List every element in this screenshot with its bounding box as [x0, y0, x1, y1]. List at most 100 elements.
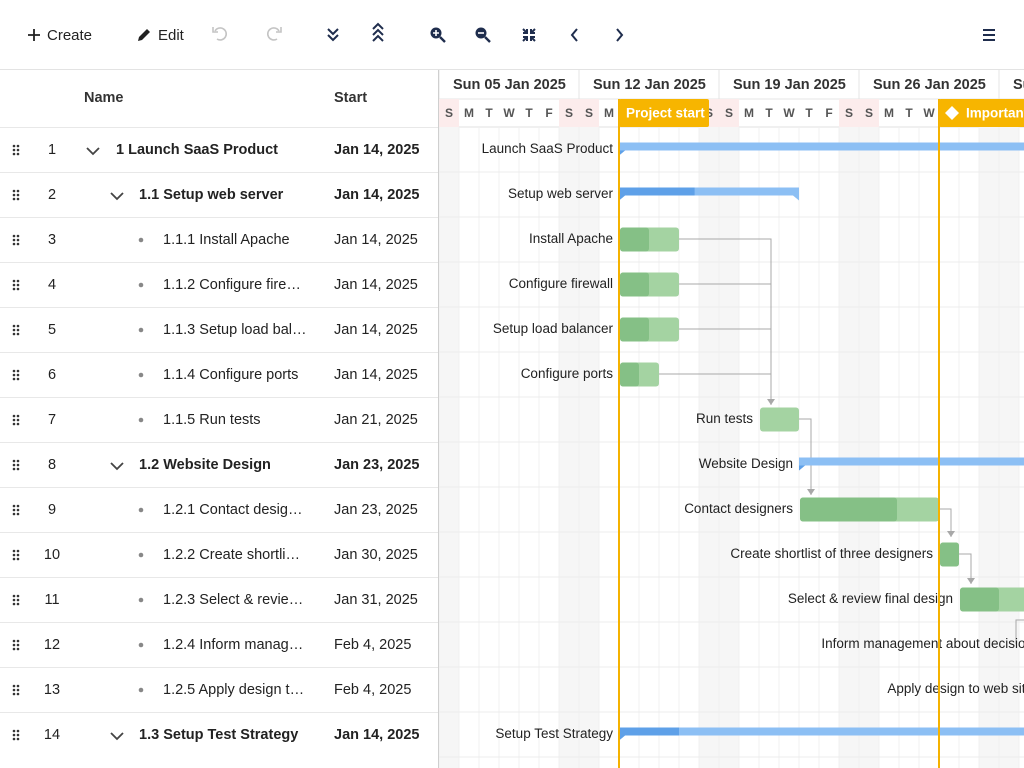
bar-label: Launch SaaS Product	[482, 141, 614, 156]
task-row[interactable]: 11 1.2.3 Select & review final design Jan …	[0, 577, 438, 622]
redo-icon[interactable]	[266, 27, 282, 41]
row-number: 12	[43, 637, 61, 653]
column-header-name[interactable]: Name	[84, 90, 124, 106]
task-start: Jan 14, 2025	[334, 142, 420, 158]
drag-handle	[12, 623, 22, 667]
leaf-bullet	[132, 623, 150, 667]
row-number: 5	[47, 322, 57, 338]
drag-handle	[12, 668, 22, 712]
task-row[interactable]: 7 1.1.5 Run tests Jan 21, 2025	[0, 397, 438, 442]
task-title: Setup load balancer	[199, 322, 307, 338]
task-start: Jan 14, 2025	[334, 232, 418, 248]
week-label: Sun 19 Jan 2025	[733, 77, 846, 93]
day-label: S	[585, 106, 593, 120]
task-wbs: 1.1.2	[163, 277, 196, 293]
day-label: T	[905, 106, 913, 120]
bar-label: Run tests	[696, 411, 753, 426]
task-progress	[620, 272, 649, 297]
task-wbs: 1.1	[139, 187, 160, 203]
edit-button[interactable]: Edit	[136, 22, 184, 48]
task-title: Configure firewall	[199, 277, 307, 293]
drag-handle	[12, 128, 22, 172]
undo-icon[interactable]	[212, 27, 228, 41]
task-title: Create shortlist of three designers	[199, 547, 307, 563]
weekend-column	[559, 127, 579, 768]
task-title: Run tests	[199, 412, 261, 428]
task-row[interactable]: 4 1.1.2 Configure firewall Jan 14, 2025	[0, 262, 438, 307]
task-name: 1.2.4 Inform management about decision	[163, 623, 307, 667]
row-number: 7	[47, 412, 57, 428]
task-wbs: 1	[116, 142, 125, 158]
task-row[interactable]: 2 1.1 Setup web server Jan 14, 2025	[0, 172, 438, 217]
drag-handle	[12, 713, 22, 757]
leaf-bullet	[132, 533, 150, 577]
task-row[interactable]: 3 1.1.1 Install Apache Jan 14, 2025	[0, 217, 438, 262]
drag-handle	[12, 218, 22, 262]
task-name: 1.1 Setup web server	[139, 173, 307, 217]
previous-icon[interactable]	[570, 28, 578, 42]
day-label: W	[783, 106, 795, 120]
zoom-in-icon[interactable]	[430, 27, 446, 43]
week-label: Sun 05 Jan 2025	[453, 77, 566, 93]
create-label: Create	[47, 26, 93, 44]
task-name: 1.2.2 Create shortlist of three designer…	[163, 533, 307, 577]
task-title: Install Apache	[199, 232, 290, 248]
task-row[interactable]: 10 1.2.2 Create shortlist of three design…	[0, 532, 438, 577]
task-row[interactable]: 14 1.3 Setup Test Strategy Jan 14, 2025	[0, 712, 438, 757]
bar-label: Inform management about decision	[821, 636, 1024, 651]
task-row[interactable]: 6 1.1.4 Configure ports Jan 14, 2025	[0, 352, 438, 397]
task-name: 1 Launch SaaS Product	[116, 128, 308, 172]
create-button[interactable]: Create	[26, 22, 92, 48]
day-label: F	[825, 106, 832, 120]
task-start: Jan 14, 2025	[334, 322, 418, 338]
task-title: Launch SaaS Product	[128, 142, 278, 158]
marker-flag	[939, 99, 1024, 127]
fit-icon[interactable]	[522, 28, 536, 42]
weekend-column	[859, 127, 879, 768]
pencil-icon	[138, 29, 150, 41]
summary-progress	[619, 187, 695, 201]
task-row[interactable]: 12 1.2.4 Inform management about decision…	[0, 622, 438, 667]
dependency-line	[799, 418, 812, 495]
task-progress	[620, 317, 649, 342]
task-title: Website Design	[163, 457, 271, 473]
menu-icon[interactable]	[983, 29, 995, 41]
collapse-all-icon[interactable]	[327, 28, 339, 42]
marker-diamond	[945, 106, 959, 120]
task-row[interactable]: 13 1.2.5 Apply design to web site Feb 4, 2…	[0, 667, 438, 712]
task-wbs: 1.2	[139, 457, 160, 473]
next-icon[interactable]	[616, 28, 624, 42]
toolbar-icons	[212, 22, 995, 43]
expand-all-icon[interactable]	[372, 22, 384, 42]
bar-label: Setup load balancer	[493, 321, 614, 336]
leaf-bullet	[132, 398, 150, 442]
task-wbs: 1.1.3	[163, 322, 196, 338]
row-number: 9	[47, 502, 57, 518]
zoom-out-icon[interactable]	[475, 27, 491, 43]
task-name: 1.1.1 Install Apache	[163, 218, 307, 262]
task-row[interactable]: 8 1.2 Website Design Jan 23, 2025	[0, 442, 438, 487]
task-row[interactable]: 9 1.2.1 Contact designers Jan 23, 2025	[0, 487, 438, 532]
task-wbs: 1.2.2	[163, 547, 196, 563]
bar-label: Setup web server	[508, 186, 614, 201]
column-header-start[interactable]: Start	[334, 90, 368, 106]
summary-progress	[799, 457, 805, 471]
task-progress	[620, 227, 649, 252]
drag-handle	[12, 533, 22, 577]
day-label: M	[464, 106, 474, 120]
weekend-column	[719, 127, 739, 768]
task-row[interactable]: 5 1.1.3 Setup load balancer Jan 14, 2025	[0, 307, 438, 352]
bar-label: Install Apache	[529, 231, 613, 246]
summary-bar	[799, 457, 1024, 471]
leaf-bullet	[132, 578, 150, 622]
weekend-column	[839, 127, 859, 768]
bar-label: Apply design to web site	[887, 681, 1024, 696]
row-number: 3	[47, 232, 57, 248]
leaf-bullet	[132, 353, 150, 397]
task-progress	[800, 497, 897, 522]
leaf-bullet	[132, 308, 150, 352]
task-start: Jan 23, 2025	[334, 502, 418, 518]
